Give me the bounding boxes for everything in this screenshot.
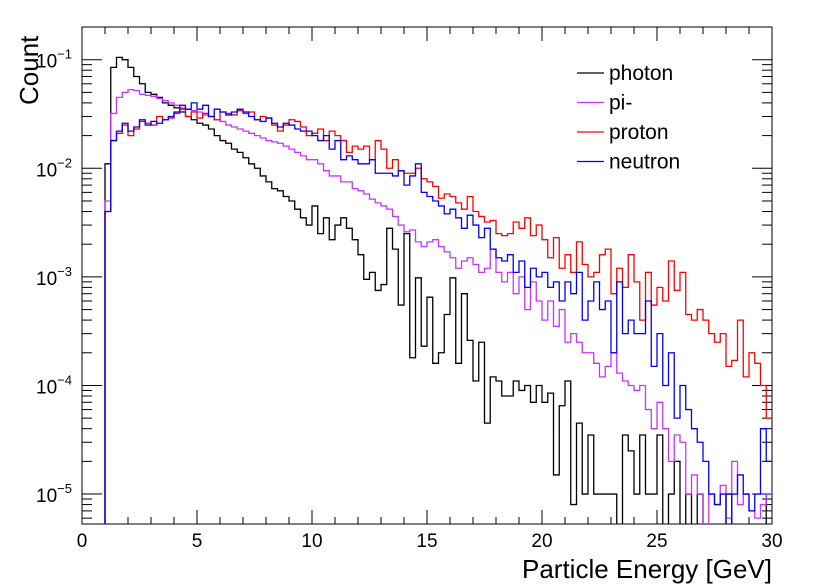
y-tick-label: 10−4 <box>36 372 72 398</box>
y-axis: 10−1 10−2 10−3 10−4 10−5 <box>36 26 772 519</box>
x-axis: 0 5 10 15 20 25 30 <box>77 27 783 552</box>
legend-label-photon: photon <box>609 62 673 85</box>
y-tick-label: 10−2 <box>36 155 72 181</box>
x-tick-label: 30 <box>761 531 782 552</box>
x-tick-label: 15 <box>416 531 437 552</box>
y-tick-label: 10−5 <box>36 481 72 507</box>
x-tick-label: 20 <box>531 531 552 552</box>
x-tick-label: 25 <box>646 531 667 552</box>
x-tick-label: 0 <box>77 531 88 552</box>
x-axis-label: Particle Energy [GeV] <box>522 554 772 584</box>
y-axis-label: Count <box>14 35 44 105</box>
legend: photon pi-proton neutron <box>577 62 680 174</box>
x-tick-label: 5 <box>192 531 203 552</box>
legend-label-proton: proton <box>609 121 669 144</box>
series-photon-line <box>104 56 772 524</box>
series-proton-line <box>104 108 772 524</box>
y-tick-label: 10−3 <box>36 264 72 290</box>
series-layer <box>104 56 772 524</box>
y-tick-label: 10−1 <box>36 47 72 73</box>
legend-label-pi-: pi- <box>609 92 632 115</box>
legend-label-neutron: neutron <box>609 151 680 174</box>
x-tick-label: 10 <box>301 531 322 552</box>
series-neutron-line <box>104 102 772 524</box>
